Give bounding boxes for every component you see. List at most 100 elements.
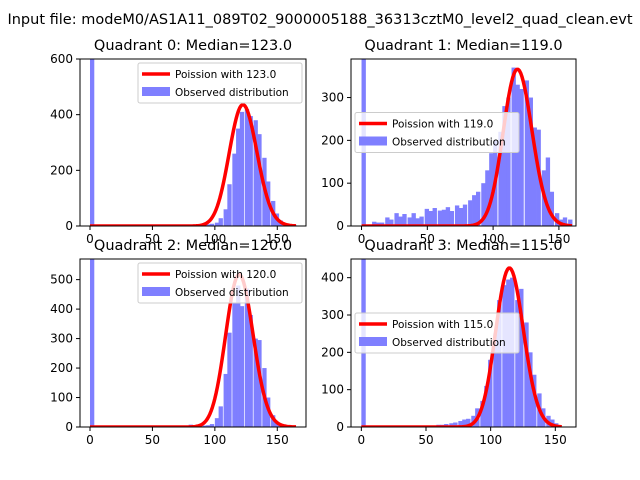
histogram-bar: [244, 109, 250, 226]
histogram-bar: [485, 170, 490, 226]
histogram-bar: [411, 213, 416, 226]
y-tick-label: 200: [50, 163, 73, 177]
histogram-bar: [236, 128, 241, 226]
histogram-bar: [453, 422, 458, 427]
histogram-bar: [389, 219, 394, 226]
y-tick-label: 300: [50, 332, 73, 346]
chart-panel-2: 0 50 100 150 0 100 200 300 400 500 Quadrant 2: Med…: [50, 238, 307, 447]
x-tick-label: 50: [420, 232, 435, 246]
histogram-bar: [481, 183, 486, 226]
y-tick-label: 0: [336, 219, 344, 233]
x-tick-label: 50: [418, 433, 433, 447]
histogram-bar: [398, 216, 403, 226]
histogram-bar: [476, 191, 481, 226]
chart-title: Quadrant 2: Median=120.0: [94, 238, 292, 254]
histogram-bar: [449, 423, 454, 427]
legend-label-observed: Observed distribution: [392, 337, 506, 349]
x-tick-label: 100: [482, 232, 505, 246]
histogram-bar: [493, 333, 498, 427]
histogram-bar: [454, 205, 460, 226]
histogram-bar: [468, 200, 473, 226]
histogram-bar: [458, 421, 463, 427]
y-tick-label: 200: [321, 133, 344, 147]
legend-label-observed: Observed distribution: [175, 87, 289, 99]
histogram-bar: [462, 419, 467, 427]
histogram-bar: [385, 217, 390, 226]
histogram-bar: [568, 219, 573, 226]
histogram-bar: [248, 116, 253, 226]
histogram-bar: [214, 418, 220, 427]
x-tick-label: 100: [203, 232, 226, 246]
histogram-bar: [528, 97, 533, 226]
chart-panel-3: 0 50 100 150 0 100 200 300 400 Quadrant 3: Median…: [321, 238, 577, 447]
histogram-bar: [532, 374, 537, 427]
legend-box: [354, 112, 520, 153]
histogram-bar: [218, 406, 223, 427]
x-tick-label: 50: [145, 433, 160, 447]
histogram-bar: [206, 425, 211, 427]
x-tick-label: 50: [145, 232, 160, 246]
histogram-bar: [402, 214, 407, 226]
axes-frame: [350, 258, 577, 428]
histogram-bar: [506, 97, 511, 226]
chart-title: Quadrant 3: Median=115.0: [364, 238, 562, 254]
histogram-bar: [89, 259, 95, 427]
legend-label-poisson: Poission with 120.0: [175, 269, 276, 281]
y-tick-label: 400: [50, 108, 73, 122]
legend: Poission with 115.0 Observed distribution: [354, 312, 520, 354]
y-tick-label: 500: [50, 273, 73, 287]
x-tick-label: 150: [547, 232, 570, 246]
histogram-bar: [206, 224, 211, 226]
histogram-bar: [498, 131, 503, 226]
histogram-bar: [248, 315, 253, 427]
histogram-bar: [89, 59, 95, 226]
y-tick-label: 100: [321, 176, 344, 190]
legend-box: [137, 62, 303, 104]
histogram-bar: [223, 373, 228, 427]
histogram-bar: [549, 191, 555, 226]
histogram-bar: [232, 153, 237, 226]
histogram-bar: [502, 106, 507, 226]
y-tick-label: 200: [321, 345, 344, 359]
x-tick-label: 100: [479, 433, 502, 447]
chart-panel-0: 0 50 100 150 0 200 400 600 Quadrant 0: Median=12…: [50, 38, 307, 246]
histogram-bar: [244, 288, 250, 427]
figure-title: Input file: modeM0/AS1A11_089T02_9000005…: [7, 12, 632, 28]
y-tick-label: 100: [50, 391, 73, 405]
legend: Poission with 120.0 Observed distribution: [137, 262, 303, 304]
legend-label-observed: Observed distribution: [175, 287, 289, 299]
histogram-bar: [480, 400, 485, 427]
legend: Poission with 123.0 Observed distribution: [137, 62, 303, 104]
histogram-bar: [209, 223, 215, 226]
axes-frame: [79, 58, 307, 227]
histogram-bar: [532, 127, 537, 226]
histogram-bar: [424, 208, 430, 226]
histogram-bar: [227, 184, 232, 226]
histogram-bar: [253, 338, 258, 427]
histogram-bar: [441, 209, 447, 226]
histogram-bar: [415, 218, 420, 226]
x-tick-label: 0: [86, 433, 94, 447]
histogram-bar: [223, 209, 228, 226]
y-tick-label: 0: [65, 420, 73, 434]
y-tick-label: 100: [321, 383, 344, 397]
legend-label-poisson: Poission with 115.0: [392, 319, 493, 331]
x-tick-label: 0: [358, 232, 366, 246]
x-tick-label: 0: [358, 433, 366, 447]
histogram-bar: [257, 134, 262, 226]
x-tick-label: 150: [266, 433, 289, 447]
histogram-bar: [489, 153, 494, 226]
histogram-bar: [515, 84, 520, 226]
histogram-bar: [432, 208, 437, 226]
legend-box: [137, 262, 303, 304]
histogram-bar: [562, 217, 568, 226]
histogram-bar: [236, 285, 241, 427]
y-tick-label: 0: [65, 219, 73, 233]
histogram-bar: [472, 195, 477, 226]
legend-label-poisson: Poission with 123.0: [175, 69, 276, 81]
legend: Poission with 119.0 Observed distribution: [354, 112, 520, 153]
histogram-bar: [515, 300, 520, 427]
x-tick-label: 0: [86, 232, 94, 246]
histogram-bar: [227, 332, 232, 427]
histogram-bar: [524, 322, 529, 427]
